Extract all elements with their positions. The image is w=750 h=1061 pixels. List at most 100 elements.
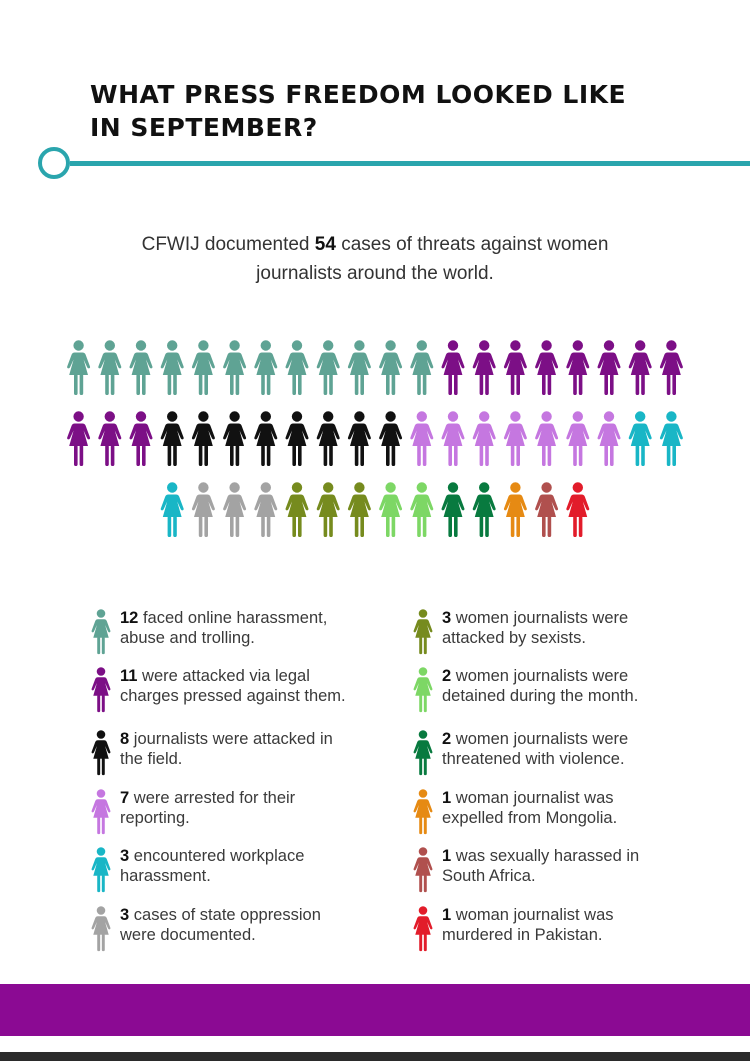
intro-text: CFWIJ documented 54 cases of threats aga… bbox=[75, 230, 675, 288]
legend-count: 1 bbox=[442, 847, 452, 865]
legend-text: 3 encountered workplace harassment. bbox=[120, 846, 304, 886]
woman-figure-icon bbox=[628, 340, 652, 395]
legend-line2: murdered in Pakistan. bbox=[442, 926, 603, 944]
legend-item: 1 woman journalist was murdered in Pakist… bbox=[412, 905, 614, 952]
woman-figure-icon bbox=[410, 340, 434, 395]
woman-figure-icon bbox=[160, 340, 184, 395]
woman-figure-icon bbox=[413, 730, 433, 776]
woman-figure-icon bbox=[223, 411, 247, 466]
woman-figure-icon bbox=[191, 482, 215, 537]
woman-figure-icon bbox=[379, 411, 403, 466]
legend-item: 3 women journalists were attacked by sexi… bbox=[412, 608, 628, 655]
legend-item: 2 women journalists were threatened with … bbox=[412, 729, 628, 776]
woman-figure-icon bbox=[535, 482, 559, 537]
woman-figure-icon bbox=[566, 340, 590, 395]
woman-figure-icon bbox=[472, 482, 496, 537]
legend-line1: faced online harassment, bbox=[138, 609, 328, 627]
woman-figure-icon bbox=[91, 906, 111, 952]
legend-item: 12 faced online harassment, abuse and tro… bbox=[90, 608, 327, 655]
legend-count: 3 bbox=[442, 609, 452, 627]
legend-line2: attacked by sexists. bbox=[442, 629, 586, 647]
woman-figure-icon bbox=[379, 340, 403, 395]
legend-text: 1 woman journalist was murdered in Pakist… bbox=[442, 905, 614, 945]
woman-figure-icon bbox=[535, 411, 559, 466]
woman-figure-icon bbox=[191, 411, 215, 466]
legend-line2: South Africa. bbox=[442, 867, 536, 885]
woman-figure-icon bbox=[347, 411, 371, 466]
legend-text: 8 journalists were attacked in the field. bbox=[120, 729, 333, 769]
woman-figure-icon bbox=[91, 667, 111, 713]
woman-figure-icon bbox=[441, 411, 465, 466]
woman-figure-icon bbox=[535, 340, 559, 395]
legend-item: 1 was sexually harassed in South Africa. bbox=[412, 846, 639, 893]
intro-before: CFWIJ documented bbox=[141, 234, 310, 255]
page-title: WHAT PRESS FREEDOM LOOKED LIKE IN SEPTEM… bbox=[90, 80, 627, 142]
legend-count: 12 bbox=[120, 609, 139, 627]
divider-line bbox=[70, 161, 750, 166]
pictogram-chart bbox=[67, 340, 683, 537]
woman-figure-icon bbox=[597, 411, 621, 466]
woman-figure-icon bbox=[129, 411, 153, 466]
woman-figure-icon bbox=[285, 411, 309, 466]
woman-figure-icon bbox=[91, 847, 111, 893]
footer-line bbox=[0, 1052, 750, 1061]
legend-line2: expelled from Mongolia. bbox=[442, 809, 618, 827]
woman-figure-icon bbox=[285, 482, 309, 537]
woman-figure-icon bbox=[223, 482, 247, 537]
legend-item: 7 were arrested for their reporting. bbox=[90, 788, 295, 835]
woman-figure-icon bbox=[347, 482, 371, 537]
legend-count: 8 bbox=[120, 730, 130, 748]
legend-text: 1 was sexually harassed in South Africa. bbox=[442, 846, 639, 886]
woman-figure-icon bbox=[597, 340, 621, 395]
legend-line1: woman journalist was bbox=[451, 906, 614, 924]
legend-count: 3 bbox=[120, 847, 130, 865]
woman-figure-icon bbox=[98, 411, 122, 466]
woman-figure-icon bbox=[160, 411, 184, 466]
woman-figure-icon bbox=[91, 730, 111, 776]
legend-line2: the field. bbox=[120, 750, 183, 768]
woman-figure-icon bbox=[413, 609, 433, 655]
legend-item: 2 women journalists were detained during … bbox=[412, 666, 638, 713]
legend-text: 3 cases of state oppression were document… bbox=[120, 905, 321, 945]
woman-figure-icon bbox=[413, 789, 433, 835]
woman-figure-icon bbox=[441, 482, 465, 537]
legend-text: 1 woman journalist was expelled from Mong… bbox=[442, 788, 617, 828]
woman-figure-icon bbox=[285, 340, 309, 395]
woman-figure-icon bbox=[98, 340, 122, 395]
legend-text: 11 were attacked via legal charges presse… bbox=[120, 666, 346, 706]
legend-count: 3 bbox=[120, 906, 130, 924]
woman-figure-icon bbox=[659, 340, 683, 395]
woman-figure-icon bbox=[659, 411, 683, 466]
legend-line1: women journalists were bbox=[451, 667, 629, 685]
woman-figure-icon bbox=[316, 411, 340, 466]
woman-figure-icon bbox=[566, 411, 590, 466]
legend-text: 12 faced online harassment, abuse and tro… bbox=[120, 608, 327, 648]
woman-figure-icon bbox=[160, 482, 184, 537]
legend-line2: abuse and trolling. bbox=[120, 629, 255, 647]
woman-figure-icon bbox=[503, 482, 527, 537]
woman-figure-icon bbox=[410, 482, 434, 537]
woman-figure-icon bbox=[347, 340, 371, 395]
woman-figure-icon bbox=[410, 411, 434, 466]
woman-figure-icon bbox=[129, 340, 153, 395]
intro-count: 54 bbox=[314, 234, 336, 255]
legend-line1: cases of state oppression bbox=[129, 906, 321, 924]
woman-figure-icon bbox=[379, 482, 403, 537]
legend-line1: journalists were attacked in bbox=[129, 730, 333, 748]
legend-count: 1 bbox=[442, 789, 452, 807]
legend-count: 2 bbox=[442, 730, 452, 748]
legend-item: 1 woman journalist was expelled from Mong… bbox=[412, 788, 617, 835]
woman-figure-icon bbox=[413, 847, 433, 893]
legend-line2: harassment. bbox=[120, 867, 211, 885]
legend-text: 3 women journalists were attacked by sexi… bbox=[442, 608, 628, 648]
legend-line1: women journalists were bbox=[451, 730, 629, 748]
legend-line2: charges pressed against them. bbox=[120, 687, 346, 705]
footer-bar bbox=[0, 984, 750, 1036]
woman-figure-icon bbox=[472, 411, 496, 466]
legend-line1: woman journalist was bbox=[451, 789, 614, 807]
legend-count: 11 bbox=[120, 667, 138, 685]
woman-figure-icon bbox=[503, 340, 527, 395]
woman-figure-icon bbox=[413, 906, 433, 952]
woman-figure-icon bbox=[413, 667, 433, 713]
woman-figure-icon bbox=[566, 482, 590, 537]
